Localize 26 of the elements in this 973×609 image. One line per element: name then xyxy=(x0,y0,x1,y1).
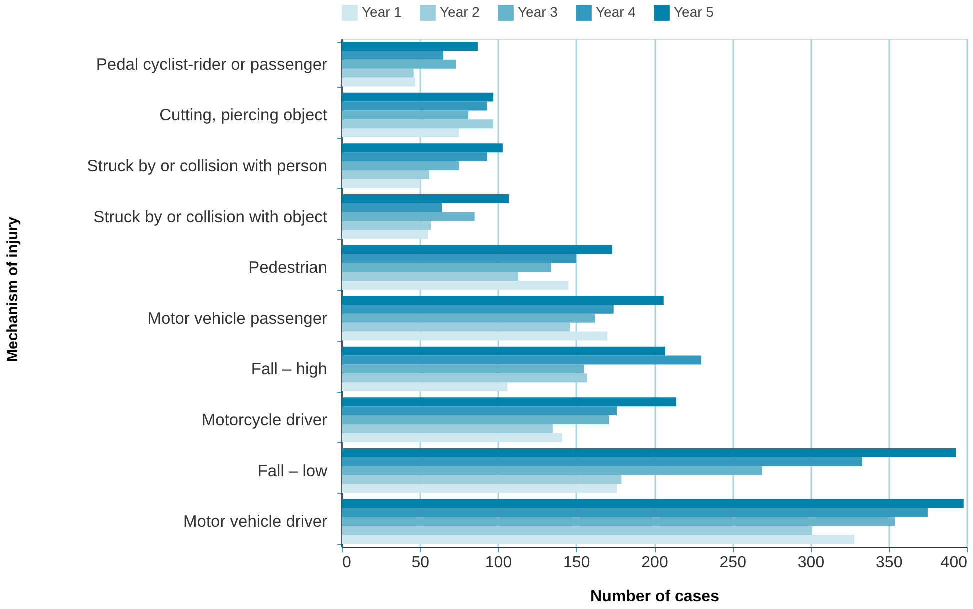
y-tick-label: Struck by or collision with object xyxy=(94,208,328,226)
y-tick-label: Motorcycle driver xyxy=(202,412,328,430)
y-tick-label: Motor vehicle passenger xyxy=(148,310,328,328)
y-tick-label: Fall – high xyxy=(251,360,328,379)
x-tick-label: 150 xyxy=(564,554,590,572)
y-tick-label: Motor vehicle driver xyxy=(184,513,328,532)
y-axis-title: Mechanism of injury xyxy=(4,216,22,362)
x-tick-label: 100 xyxy=(485,554,512,572)
y-tick-label: Pedestrian xyxy=(248,259,328,278)
y-tick-label: Pedal cyclist-rider or passenger xyxy=(96,56,328,74)
y-tick-label: Cutting, piercing object xyxy=(160,106,328,125)
x-tick-label: 300 xyxy=(798,554,825,572)
y-tick-label: Struck by or collision with person xyxy=(87,158,328,176)
x-tick-label: 250 xyxy=(720,554,747,572)
legend-label: Year 1 xyxy=(362,4,402,20)
x-tick-label: 0 xyxy=(342,554,352,572)
x-tick-label: 400 xyxy=(940,554,968,572)
legend-label: Year 4 xyxy=(596,4,636,20)
legend-label: Year 5 xyxy=(674,4,714,20)
x-axis-title: Number of cases xyxy=(590,588,720,606)
x-tick-label: 350 xyxy=(876,554,903,572)
legend-label: Year 2 xyxy=(440,4,480,20)
x-tick-label: 200 xyxy=(642,554,668,572)
x-tick-label: 50 xyxy=(412,554,430,572)
y-tick-label: Fall – low xyxy=(258,462,328,480)
legend-label: Year 3 xyxy=(518,4,558,20)
